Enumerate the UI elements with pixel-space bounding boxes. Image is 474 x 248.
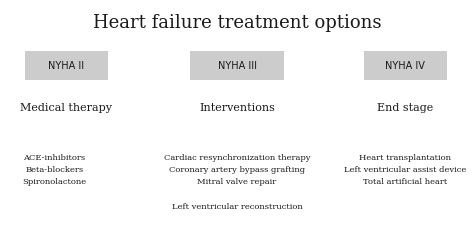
Bar	[190, 51, 284, 80]
Text: Heart transplantation
Left ventricular assist device
Total artificial heart: Heart transplantation Left ventricular a…	[344, 154, 466, 186]
Bar	[364, 51, 447, 80]
Text: ACE-inhibitors
Beta-blockers
Spironolactone: ACE-inhibitors Beta-blockers Spironolact…	[22, 154, 87, 186]
Text: NYHA III: NYHA III	[218, 61, 256, 71]
Text: Heart failure treatment options: Heart failure treatment options	[93, 14, 381, 32]
Text: Cardiac resynchronization therapy
Coronary artery bypass grafting
Mitral valve r: Cardiac resynchronization therapy Corona…	[164, 154, 310, 211]
Text: Interventions: Interventions	[199, 103, 275, 113]
Text: Medical therapy: Medical therapy	[20, 103, 112, 113]
Text: End stage: End stage	[377, 103, 433, 113]
Bar	[25, 51, 108, 80]
Text: NYHA IV: NYHA IV	[385, 61, 425, 71]
Text: NYHA II: NYHA II	[48, 61, 84, 71]
